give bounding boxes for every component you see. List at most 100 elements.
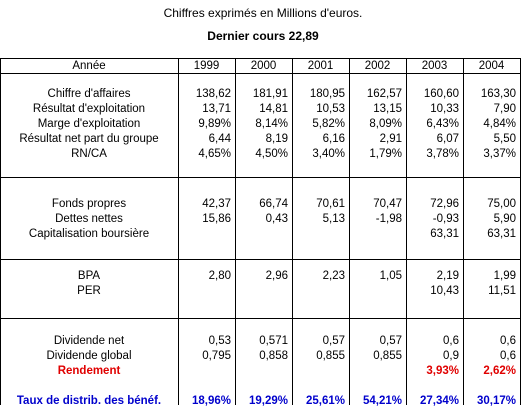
row-label: Marge d'exploitation xyxy=(37,118,141,130)
row-divider xyxy=(0,177,520,178)
row-label: Dettes nettes xyxy=(55,213,123,225)
table-cell: 8,14% xyxy=(255,118,288,130)
table-cell: 2,91 xyxy=(379,133,402,145)
distribution-rate-cell: 30,17% xyxy=(476,395,516,407)
table-cell: -0,93 xyxy=(432,213,459,225)
row-divider xyxy=(0,58,520,59)
column-divider xyxy=(406,58,407,405)
row-label: Dividende global xyxy=(46,350,132,362)
table-cell: 163,30 xyxy=(480,88,516,100)
table-cell: 6,43% xyxy=(426,118,459,130)
table-cell: 181,91 xyxy=(252,88,288,100)
row-label: PER xyxy=(77,285,101,297)
year-header: 2002 xyxy=(364,60,391,72)
year-header: 2001 xyxy=(307,60,334,72)
row-label: Résultat net part du groupe xyxy=(19,133,159,145)
table-cell: 180,95 xyxy=(309,88,345,100)
table-cell: 63,31 xyxy=(487,228,516,240)
row-divider xyxy=(0,259,520,260)
table-cell: 3,37% xyxy=(483,148,516,160)
table-cell: -1,98 xyxy=(375,213,402,225)
table-cell: 0,9 xyxy=(443,350,459,362)
table-cell: 0,53 xyxy=(208,335,231,347)
row-label: Résultat d'exploitation xyxy=(32,103,146,115)
table-cell: 11,51 xyxy=(488,285,516,297)
table-cell: 70,61 xyxy=(316,198,345,210)
distribution-rate-cell: 54,21% xyxy=(362,395,402,407)
table-cell: 5,90 xyxy=(493,213,516,225)
table-cell: 13,15 xyxy=(373,103,402,115)
table-cell: 0,855 xyxy=(373,350,402,362)
table-cell: 0,855 xyxy=(316,350,345,362)
column-divider xyxy=(463,58,464,405)
table-cell: 72,96 xyxy=(430,198,459,210)
row-label: Capitalisation boursière xyxy=(28,228,150,240)
row-label: Chiffre d'affaires xyxy=(47,88,131,100)
row-divider xyxy=(0,318,520,319)
row-label: RN/CA xyxy=(71,148,107,160)
table-cell: 15,86 xyxy=(202,213,231,225)
table-cell: 0,57 xyxy=(379,335,402,347)
table-cell: 6,07 xyxy=(436,133,459,145)
table-cell: 1,99 xyxy=(493,270,516,282)
table-cell: 0,6 xyxy=(443,335,459,347)
table-cell: 3,40% xyxy=(312,148,345,160)
table-cell: 66,74 xyxy=(259,198,288,210)
year-header: 2000 xyxy=(250,60,277,72)
table-cell: 3,78% xyxy=(426,148,459,160)
table-cell: 1,79% xyxy=(369,148,402,160)
row-label: Fonds propres xyxy=(51,198,127,210)
row-label: BPA xyxy=(77,270,101,282)
year-header: 2004 xyxy=(478,60,505,72)
row-label: Dividende net xyxy=(53,335,125,347)
table-cell: 0,43 xyxy=(265,213,288,225)
table-cell: 9,89% xyxy=(198,118,231,130)
table-cell: 1,05 xyxy=(379,270,402,282)
table-cell: 5,50 xyxy=(493,133,516,145)
year-header: 1999 xyxy=(193,60,220,72)
table-cell: 10,53 xyxy=(316,103,345,115)
table-cell: 0,6 xyxy=(500,335,516,347)
table-cell: 10,33 xyxy=(430,103,459,115)
table-cell: 7,90 xyxy=(493,103,516,115)
row-label: Rendement xyxy=(57,365,121,377)
distribution-rate-cell: 18,96% xyxy=(191,395,231,407)
table-cell: 4,65% xyxy=(198,148,231,160)
last-price: Dernier cours 22,89 xyxy=(207,29,319,43)
table-cell: 2,19 xyxy=(436,270,459,282)
column-divider xyxy=(0,58,1,405)
caption: Chiffres exprimés en Millions d'euros. xyxy=(163,6,363,20)
year-header-label: Année xyxy=(72,60,106,72)
table-cell: 75,00 xyxy=(487,198,516,210)
column-divider xyxy=(520,58,521,405)
table-cell: 5,82% xyxy=(312,118,345,130)
column-divider xyxy=(292,58,293,405)
table-cell: 0,57 xyxy=(322,335,345,347)
table-cell: 138,62 xyxy=(195,88,231,100)
table-cell: 0,571 xyxy=(259,335,288,347)
table-cell: 6,16 xyxy=(322,133,345,145)
column-divider xyxy=(235,58,236,405)
table-cell: 160,60 xyxy=(423,88,459,100)
table-cell: 8,09% xyxy=(369,118,402,130)
table-cell: 2,23 xyxy=(322,270,345,282)
table-cell: 4,84% xyxy=(483,118,516,130)
column-divider xyxy=(178,58,179,405)
table-cell: 70,47 xyxy=(373,198,402,210)
table-cell: 2,80 xyxy=(208,270,231,282)
table-cell: 0,6 xyxy=(500,350,516,362)
distribution-rate-cell: 25,61% xyxy=(305,395,345,407)
table-cell: 5,13 xyxy=(322,213,345,225)
row-divider xyxy=(0,73,520,74)
table-cell: 0,858 xyxy=(259,350,288,362)
distribution-rate-label: Taux de distrib. des bénéf. xyxy=(16,395,162,407)
table-cell: 10,43 xyxy=(430,285,459,297)
table-cell: 162,57 xyxy=(366,88,402,100)
table-cell: 13,71 xyxy=(202,103,231,115)
table-cell: 2,96 xyxy=(265,270,288,282)
year-header: 2003 xyxy=(421,60,448,72)
table-cell: 0,795 xyxy=(202,350,231,362)
table-cell: 8,19 xyxy=(265,133,288,145)
table-cell: 2,62% xyxy=(483,365,516,377)
